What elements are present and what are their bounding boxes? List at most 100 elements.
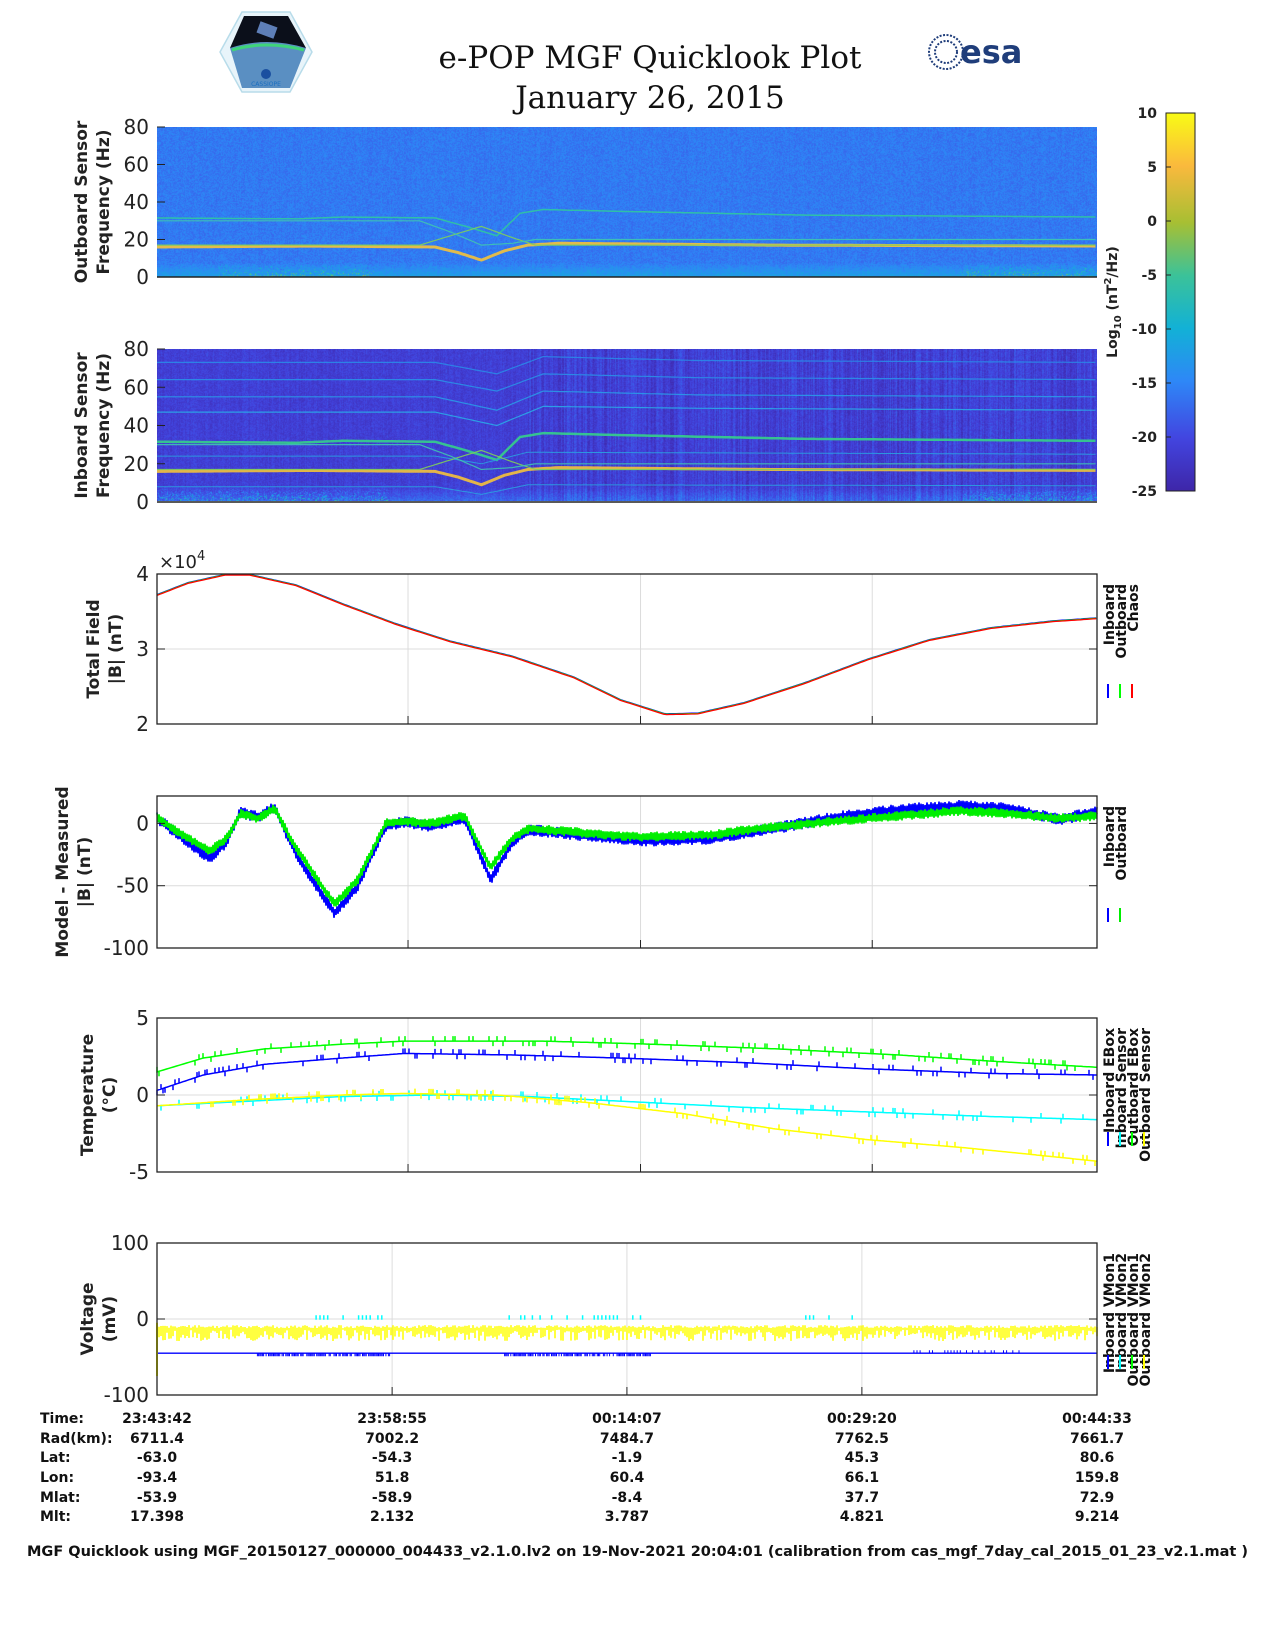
table-cell: 00:44:33	[1062, 1411, 1132, 1427]
inboard-spectrogram-panel: 0 20 40 60 80 Inboard Sensor Frequency (Hz)	[72, 337, 1097, 514]
plot-date: January 26, 2015	[515, 80, 785, 116]
table-cell: 2.132	[369, 1509, 415, 1525]
colorbar-tick-label: -25	[1132, 484, 1157, 500]
y-tick-label: 2	[136, 712, 149, 736]
series-outboard	[156, 804, 1098, 907]
y-tick-label: 0	[136, 490, 149, 514]
y-exponent-label: ×104	[159, 549, 205, 573]
y-tick-label: 0	[136, 811, 149, 835]
colorbar-tick-label: -10	[1132, 322, 1158, 338]
legend-label: Inboard Sensor	[1114, 1028, 1130, 1149]
y-tick-label: -5	[129, 1160, 149, 1184]
spectral-line-harmonic-56hz	[157, 390, 1096, 411]
plot-background	[157, 796, 1097, 948]
legend-label: Outboard EBox	[1126, 1028, 1142, 1146]
cassiope-logo: CASSIOPE	[219, 11, 313, 93]
y-tick-label: -50	[116, 874, 149, 898]
y-tick-label: 0	[136, 1307, 149, 1331]
series-outboard-ebox	[156, 1036, 1098, 1077]
table-cell: 37.7	[844, 1490, 880, 1506]
table-cell: 23:43:42	[122, 1411, 192, 1427]
spectral-line-crossing-line-a	[157, 225, 1096, 246]
y-tick-label: -100	[104, 1383, 149, 1407]
legend-label: Inboard VMon2	[1114, 1253, 1130, 1373]
y-axis-label: |B| (nT)	[106, 614, 126, 685]
spectral-line-spin-tone-16hz	[157, 241, 1096, 262]
spectral-line-spin-tone-16hz	[157, 466, 1096, 487]
legend-label: Outboard VMon1	[1126, 1253, 1142, 1387]
series-inboard-ebox	[156, 1048, 1097, 1096]
outboard-spectrogram-panel: 0 20 40 60 80 Outboard Sensor Frequency (Hz)	[72, 115, 1097, 289]
spectral-line-crossing-line-b	[157, 444, 1096, 471]
table-cell: -54.3	[371, 1450, 413, 1466]
colorbar-tick-label: 5	[1147, 160, 1157, 176]
table-cell: 7762.5	[834, 1431, 889, 1447]
table-cell: 3.787	[604, 1509, 650, 1525]
table-cell: 45.3	[844, 1450, 880, 1466]
table-cell: 00:29:20	[827, 1411, 897, 1427]
y-axis-label: Inboard Sensor	[72, 352, 92, 499]
spectral-line-harmonic-32hz	[157, 431, 1096, 462]
y-tick-label: 40	[124, 414, 149, 438]
legend-label: Outboard	[1114, 584, 1130, 659]
y-tick-label: 20	[124, 452, 149, 476]
table-cell: -63.0	[136, 1450, 178, 1466]
series-inboard-vmon2-spikes	[315, 1315, 853, 1320]
table-cell: 00:14:07	[592, 1411, 662, 1427]
y-tick-label: 20	[124, 228, 149, 252]
esa-logo-text: esa	[960, 33, 1022, 71]
legend-label: Outboard VMon2	[1138, 1253, 1154, 1387]
y-tick-label: 80	[124, 115, 149, 139]
table-cell: 66.1	[844, 1470, 880, 1486]
series-inboard-vmon1-dropouts	[256, 1350, 1020, 1357]
table-cell: -93.4	[136, 1470, 178, 1486]
colorbar: Log10 (nT2/Hz) 10 5 0 -5 -10 -15 -20 -25	[1103, 106, 1196, 500]
table-cell: -8.4	[611, 1490, 643, 1506]
colorbar-gradient	[1165, 112, 1196, 492]
y-tick-label: 4	[136, 562, 149, 586]
colorbar-tick-label: -5	[1141, 268, 1157, 284]
table-cell: 7002.2	[365, 1431, 420, 1447]
spectral-line-harmonic-32hz	[156, 208, 1096, 237]
table-cell: 4.821	[839, 1509, 885, 1525]
y-tick-label: 0	[136, 265, 149, 289]
plot-frame	[156, 795, 1098, 949]
spectral-line-crossing-line-a	[157, 449, 1096, 471]
series-inboard-vmon1	[157, 1350, 1097, 1357]
table-cell: -1.9	[611, 1450, 643, 1466]
y-tick-label: 80	[124, 337, 149, 361]
y-axis-label: (mV)	[100, 1296, 120, 1342]
voltage-panel: -100 0 100 Voltage (mV) Inboard VMon1Inboard …	[78, 1231, 1154, 1407]
table-cell: 23:58:55	[357, 1411, 427, 1427]
legend-label: Outboard	[1114, 806, 1130, 881]
colorbar-tick-label: 0	[1147, 214, 1157, 230]
y-tick-label: 0	[136, 1083, 149, 1107]
y-axis-label: Temperature	[78, 1034, 98, 1156]
cassiope-logo-text: CASSIOPE	[251, 81, 281, 88]
spectral-line-harmonic-72hz	[157, 355, 1096, 375]
colorbar-tick-label: -20	[1132, 430, 1158, 446]
y-axis-label: Frequency (Hz)	[94, 129, 114, 274]
y-axis-label: Total Field	[84, 599, 104, 698]
table-row-label: Mlt:	[40, 1509, 72, 1525]
table-row-label: Lon:	[40, 1470, 75, 1486]
table-cell: 17.398	[129, 1509, 185, 1525]
legend-label: Inboard EBox	[1102, 1028, 1118, 1133]
y-tick-label: 5	[136, 1006, 149, 1030]
table-cell: 7661.7	[1069, 1431, 1125, 1447]
table-cell: 51.8	[374, 1470, 410, 1486]
y-tick-label: 3	[136, 637, 149, 661]
y-exponent-power: 4	[197, 549, 205, 564]
y-axis-label: Frequency (Hz)	[94, 353, 114, 498]
y-axis-label: (°C)	[100, 1077, 120, 1114]
y-axis-label: Outboard Sensor	[72, 120, 92, 283]
table-cell: 72.9	[1079, 1490, 1115, 1506]
plot-title: e-POP MGF Quicklook Plot	[438, 40, 862, 76]
esa-logo: esa	[928, 33, 1022, 71]
y-tick-label: 60	[124, 153, 149, 177]
table-cell: -53.9	[136, 1490, 178, 1506]
table-cell: 60.4	[609, 1470, 645, 1486]
table-cell: 159.8	[1074, 1470, 1120, 1486]
